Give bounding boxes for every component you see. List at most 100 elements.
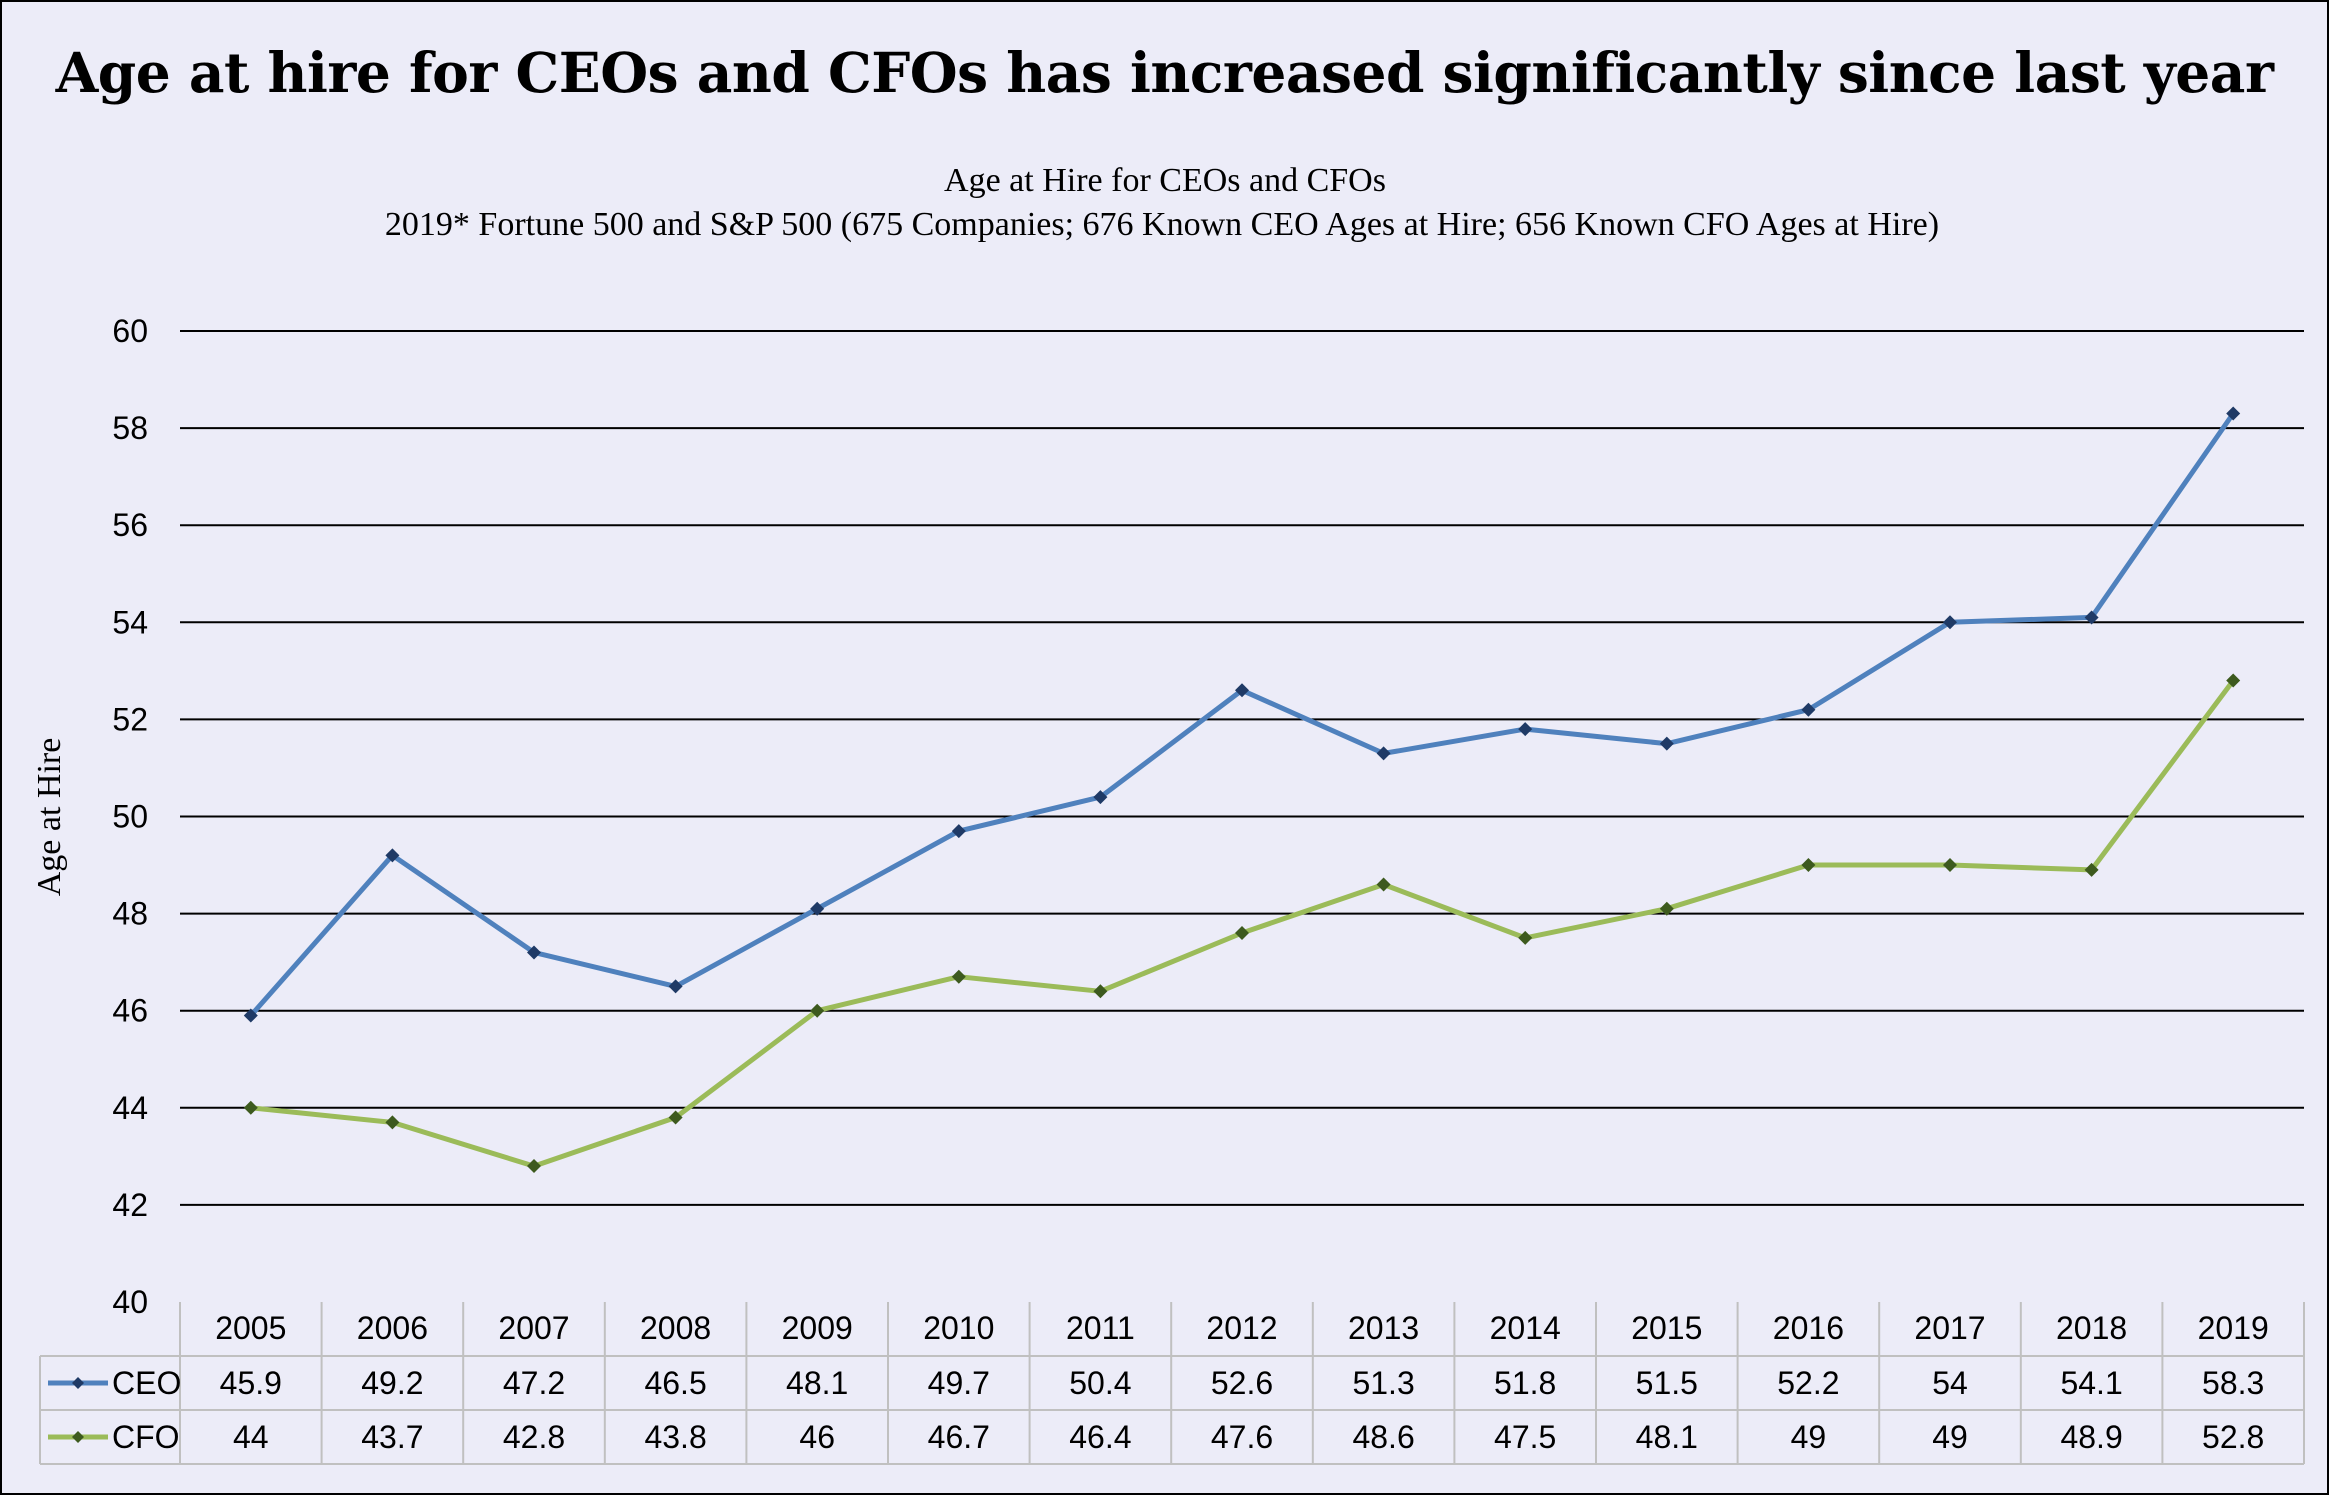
- y-tick-label: 60: [112, 313, 148, 349]
- cfo-data-label: 46.7: [928, 1419, 990, 1455]
- y-tick-label: 48: [112, 896, 148, 932]
- y-tick-labels: 40 42 44 46 48 50 52 54 56 58 60: [112, 313, 148, 1320]
- ceo-data-label: 54: [1932, 1365, 1968, 1401]
- x-tick-label: 2011: [1066, 1310, 1135, 1346]
- cfo-point: [1093, 984, 1108, 999]
- ceo-data-label: 46.5: [644, 1365, 706, 1401]
- cfo-data-label: 46.4: [1069, 1419, 1131, 1455]
- ceo-legend-marker: [72, 1377, 84, 1389]
- cfo-point: [2226, 673, 2241, 688]
- x-tick-label: 2015: [1631, 1310, 1702, 1346]
- cfo-point: [1801, 858, 1816, 873]
- data-table: 2005 2006 2007 2008 2009 2010 2011 2012 2013 2014…: [39, 1302, 2305, 1465]
- y-axis-label: Age at Hire: [31, 738, 68, 897]
- ceo-data-label: 58.3: [2202, 1365, 2264, 1401]
- ceo-data-label: 49.7: [928, 1365, 990, 1401]
- cfo-line: [248, 678, 2236, 1169]
- y-tick-label: 50: [112, 799, 148, 835]
- cfo-data-label: 42.8: [503, 1419, 565, 1455]
- ceo-point: [1093, 790, 1108, 805]
- x-tick-label: 2016: [1773, 1310, 1844, 1346]
- y-tick-label: 56: [112, 507, 148, 543]
- x-tick-label: 2010: [923, 1310, 994, 1346]
- x-tick-label: 2013: [1348, 1310, 1419, 1346]
- cfo-data-label: 47.5: [1494, 1419, 1556, 1455]
- cfo-data-label: 49: [1791, 1419, 1827, 1455]
- y-tick-label: 42: [112, 1187, 148, 1223]
- ceo-data-label: 49.2: [361, 1365, 423, 1401]
- x-tick-label: 2012: [1206, 1310, 1277, 1346]
- cfo-data-label: 43.7: [361, 1419, 423, 1455]
- cfo-legend-label: CFO: [112, 1419, 180, 1455]
- x-tick-label: 2019: [2198, 1310, 2269, 1346]
- cfo-point: [810, 1003, 825, 1018]
- cfo-data-label: 44: [233, 1419, 269, 1455]
- ceo-point: [1801, 702, 1816, 717]
- y-tick-label: 54: [112, 604, 148, 640]
- ceo-point: [527, 945, 541, 960]
- cfo-data-label: 49: [1932, 1419, 1968, 1455]
- cfo-point: [243, 1100, 258, 1115]
- ceo-point: [243, 1008, 258, 1023]
- cfo-point: [1518, 930, 1533, 945]
- cfo-point: [1943, 858, 1957, 873]
- headline: Age at hire for CEOs and CFOs has increa…: [55, 40, 2274, 105]
- cfo-data-label: 52.8: [2202, 1419, 2264, 1455]
- series-markers: [243, 406, 2241, 1174]
- x-tick-label: 2005: [215, 1310, 286, 1346]
- chart-title: Age at Hire for CEOs and CFOs: [944, 162, 1386, 199]
- cfo-data-label: 43.8: [644, 1419, 706, 1455]
- y-tick-label: 52: [112, 701, 148, 737]
- ceo-point: [2226, 406, 2241, 421]
- x-tick-label: 2008: [640, 1310, 711, 1346]
- cfo-data-label: 48.6: [1352, 1419, 1414, 1455]
- ceo-data-label: 51.8: [1494, 1365, 1556, 1401]
- ceo-point: [810, 901, 825, 916]
- ceo-point: [1943, 615, 1957, 630]
- cfo-point: [951, 969, 966, 984]
- ceo-point: [1659, 736, 1674, 751]
- y-tick-label: 40: [112, 1284, 148, 1320]
- cfo-data-label: 47.6: [1211, 1419, 1273, 1455]
- ceo-point: [385, 848, 400, 863]
- ceo-legend-label: CEO: [112, 1365, 181, 1401]
- ceo-data-label: 54.1: [2060, 1365, 2122, 1401]
- ceo-data-label: 52.2: [1777, 1365, 1839, 1401]
- cfo-point: [1376, 877, 1391, 892]
- y-tick-label: 44: [112, 1090, 148, 1126]
- ceo-data-label: 51.3: [1352, 1365, 1414, 1401]
- ceo-point: [1235, 683, 1249, 698]
- ceo-point: [1518, 722, 1533, 737]
- ceo-point: [1376, 746, 1391, 761]
- ceo-data-label: 47.2: [503, 1365, 565, 1401]
- ceo-point: [668, 979, 683, 994]
- cfo-point: [668, 1110, 683, 1125]
- x-tick-label: 2006: [357, 1310, 428, 1346]
- x-tick-label: 2018: [2056, 1310, 2127, 1346]
- ceo-data-label: 52.6: [1211, 1365, 1273, 1401]
- ceo-point: [2084, 610, 2099, 625]
- chart-subtitle: 2019* Fortune 500 and S&P 500 (675 Compa…: [385, 206, 1939, 243]
- y-tick-label: 46: [112, 993, 148, 1029]
- series-lines: [248, 411, 2236, 1169]
- x-tick-label: 2009: [782, 1310, 853, 1346]
- y-tick-label: 58: [112, 410, 148, 446]
- cfo-legend-marker: [72, 1431, 84, 1443]
- gridlines: [180, 330, 2304, 1206]
- cfo-point: [1235, 926, 1249, 941]
- ceo-data-label: 51.5: [1636, 1365, 1698, 1401]
- x-tick-label: 2007: [498, 1310, 569, 1346]
- x-tick-label: 2017: [1914, 1310, 1985, 1346]
- ceo-data-label: 48.1: [786, 1365, 848, 1401]
- ceo-data-label: 45.9: [220, 1365, 282, 1401]
- ceo-data-label: 50.4: [1069, 1365, 1131, 1401]
- ceo-point: [951, 824, 966, 839]
- x-tick-label: 2014: [1490, 1310, 1561, 1346]
- cfo-point: [2084, 862, 2099, 877]
- cfo-data-label: 48.9: [2060, 1419, 2122, 1455]
- ceo-line: [248, 411, 2236, 1019]
- cfo-point: [1659, 901, 1674, 916]
- cfo-data-label: 48.1: [1636, 1419, 1698, 1455]
